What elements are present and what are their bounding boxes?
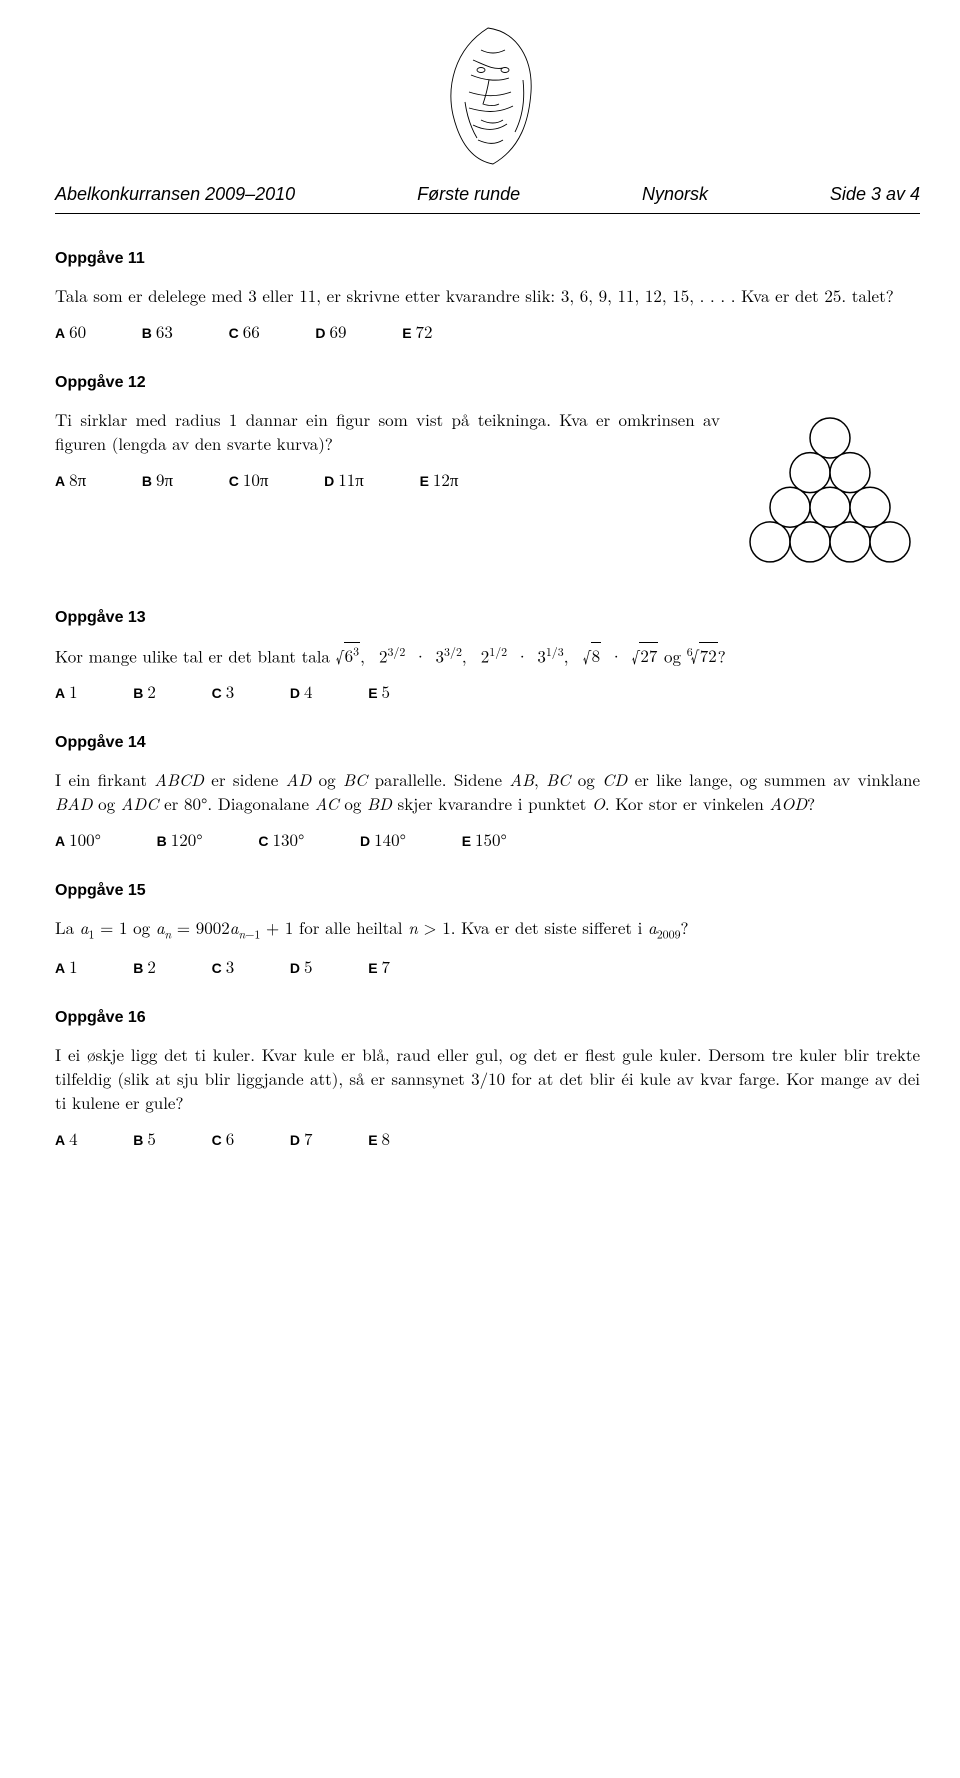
header-logo — [55, 20, 920, 176]
abel-logo-svg — [423, 20, 553, 170]
task-15-options: A1 B2 C3 D5 E7 — [55, 955, 920, 979]
task-13-text: Kor mange ulike tal er det blant tala √6… — [55, 644, 920, 668]
task-13-title: Oppgåve 13 — [55, 607, 920, 629]
task-11-title: Oppgåve 11 — [55, 248, 920, 270]
task-13-options: A1 B2 C3 D4 E5 — [55, 680, 920, 704]
task-16-text: I ei øskje ligg det ti kuler. Kvar kule … — [55, 1043, 920, 1114]
task-12-options: A8π B9π C10π D11π E12π — [55, 468, 720, 492]
task-14-text: I ein firkant ABCD er sidene AD og BC pa… — [55, 768, 920, 816]
page-label: Side 3 av 4 — [830, 182, 920, 207]
task-14-title: Oppgåve 14 — [55, 732, 920, 754]
task-15-text: La a1 = 1 og an = 9002an−1 + 1 for alle … — [55, 916, 920, 943]
task-16-title: Oppgåve 16 — [55, 1007, 920, 1029]
task-11-text: Tala som er delelege med 3 eller 11, er … — [55, 284, 920, 308]
language-label: Nynorsk — [642, 182, 708, 207]
task-12-text: Ti sirklar med radius 1 dannar ein figur… — [55, 408, 720, 456]
round-label: Første runde — [417, 182, 520, 207]
task-14-options: A100° B120° C130° D140° E150° — [55, 828, 920, 852]
task-12-figure — [740, 408, 920, 579]
task-16-options: A4 B5 C6 D7 E8 — [55, 1127, 920, 1151]
task-11-options: A60 B63 C66 D69 E72 — [55, 320, 920, 344]
task-12-title: Oppgåve 12 — [55, 372, 920, 394]
task-15-title: Oppgåve 15 — [55, 880, 920, 902]
header-line: Abelkonkurransen 2009–2010 Første runde … — [55, 182, 920, 214]
competition-name: Abelkonkurransen 2009–2010 — [55, 182, 295, 207]
